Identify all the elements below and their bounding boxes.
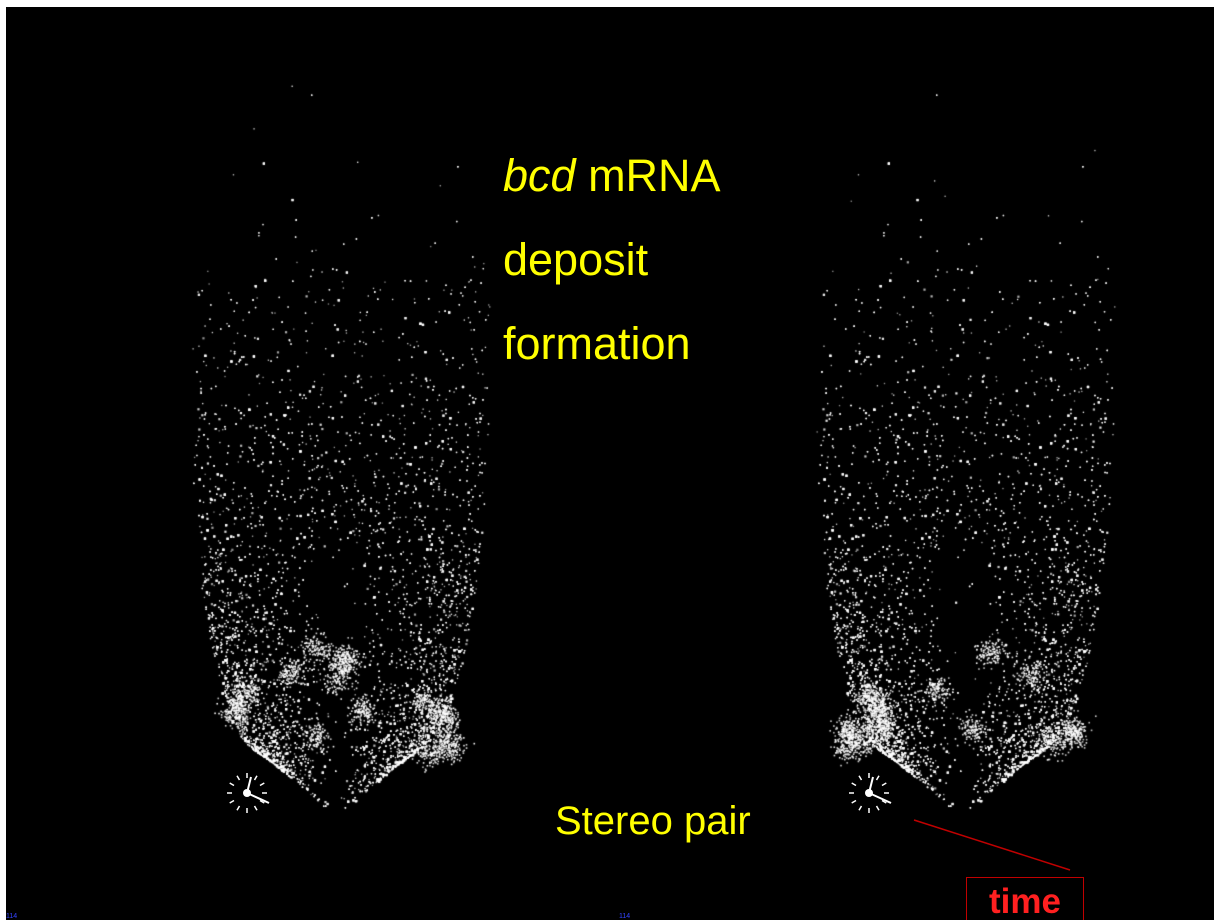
title-line-1: bcd mRNA [503, 153, 721, 198]
microscopy-stage: bcd mRNA deposit formation Stereo pair 1… [6, 7, 1214, 920]
time-callout-label: time [989, 881, 1061, 920]
title-line-3: formation [503, 318, 691, 369]
particle-cloud-canvas [6, 7, 1214, 920]
clock-icon-right [849, 773, 892, 813]
stereo-pair-caption: Stereo pair [555, 799, 751, 843]
frame-number-right: 114 [619, 913, 631, 920]
callout-leader-line [913, 819, 1071, 871]
overlay-graphics [227, 773, 1071, 871]
frame-number-left: 114 [6, 913, 18, 920]
time-callout-box: time [966, 877, 1084, 920]
title-gene-name: bcd [503, 150, 576, 201]
title-line1-rest: mRNA [575, 150, 721, 201]
title-line-2: deposit [503, 234, 649, 285]
clock-icon-left [227, 773, 270, 813]
